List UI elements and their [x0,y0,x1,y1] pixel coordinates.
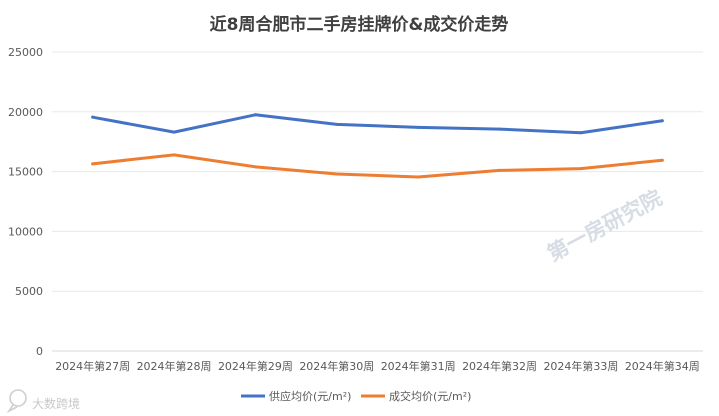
y-axis-ticks: 0 5000 10000 15000 20000 25000 [8,46,43,358]
series-line-1 [91,153,664,179]
data-point [416,125,420,129]
x-tick-label: 2024年第33周 [543,359,618,373]
logo-text: 大数跨境 [32,396,80,411]
data-point [253,113,257,117]
y-tick-label: 5000 [15,285,43,298]
x-axis-ticks: 2024年第27周 2024年第28周 2024年第29周 2024年第30周 2024… [55,359,700,373]
data-point [172,130,176,134]
y-tick-label: 0 [36,345,43,358]
logo-icon [6,389,27,414]
data-point [91,162,95,166]
legend-label: 成交均价(元/m²) [389,389,471,403]
data-point [660,119,664,123]
x-tick-label: 2024年第34周 [625,359,700,373]
x-tick-label: 2024年第32周 [462,359,537,373]
series-lines [91,113,664,179]
legend-item-1: 成交均价(元/m²) [361,389,471,403]
data-point [416,175,420,179]
data-point [253,165,257,169]
y-tick-label: 15000 [8,166,43,179]
legend-label: 供应均价(元/m²) [269,389,351,403]
data-point [335,172,339,176]
data-point [579,131,583,135]
data-point [660,158,664,162]
x-tick-label: 2024年第28周 [137,359,212,373]
x-tick-label: 2024年第29周 [218,359,293,373]
legend: 供应均价(元/m²) 成交均价(元/m²) [241,389,471,403]
data-point [335,122,339,126]
data-point [91,115,95,119]
data-point [172,153,176,157]
chart-title: 近8周合肥市二手房挂牌价&成交价走势 [210,14,509,35]
logo: 大数跨境 [6,389,80,414]
x-tick-label: 2024年第27周 [55,359,130,373]
data-point [498,168,502,172]
legend-item-0: 供应均价(元/m²) [241,389,351,403]
series-line-0 [91,113,664,135]
data-point [498,127,502,131]
y-tick-label: 25000 [8,46,43,59]
y-tick-label: 20000 [8,106,43,119]
data-point [579,167,583,171]
gridlines [52,51,703,352]
x-tick-label: 2024年第31周 [381,359,456,373]
y-tick-label: 10000 [8,225,43,238]
x-tick-label: 2024年第30周 [299,359,374,373]
watermark: 第一房研究院 [543,186,666,266]
